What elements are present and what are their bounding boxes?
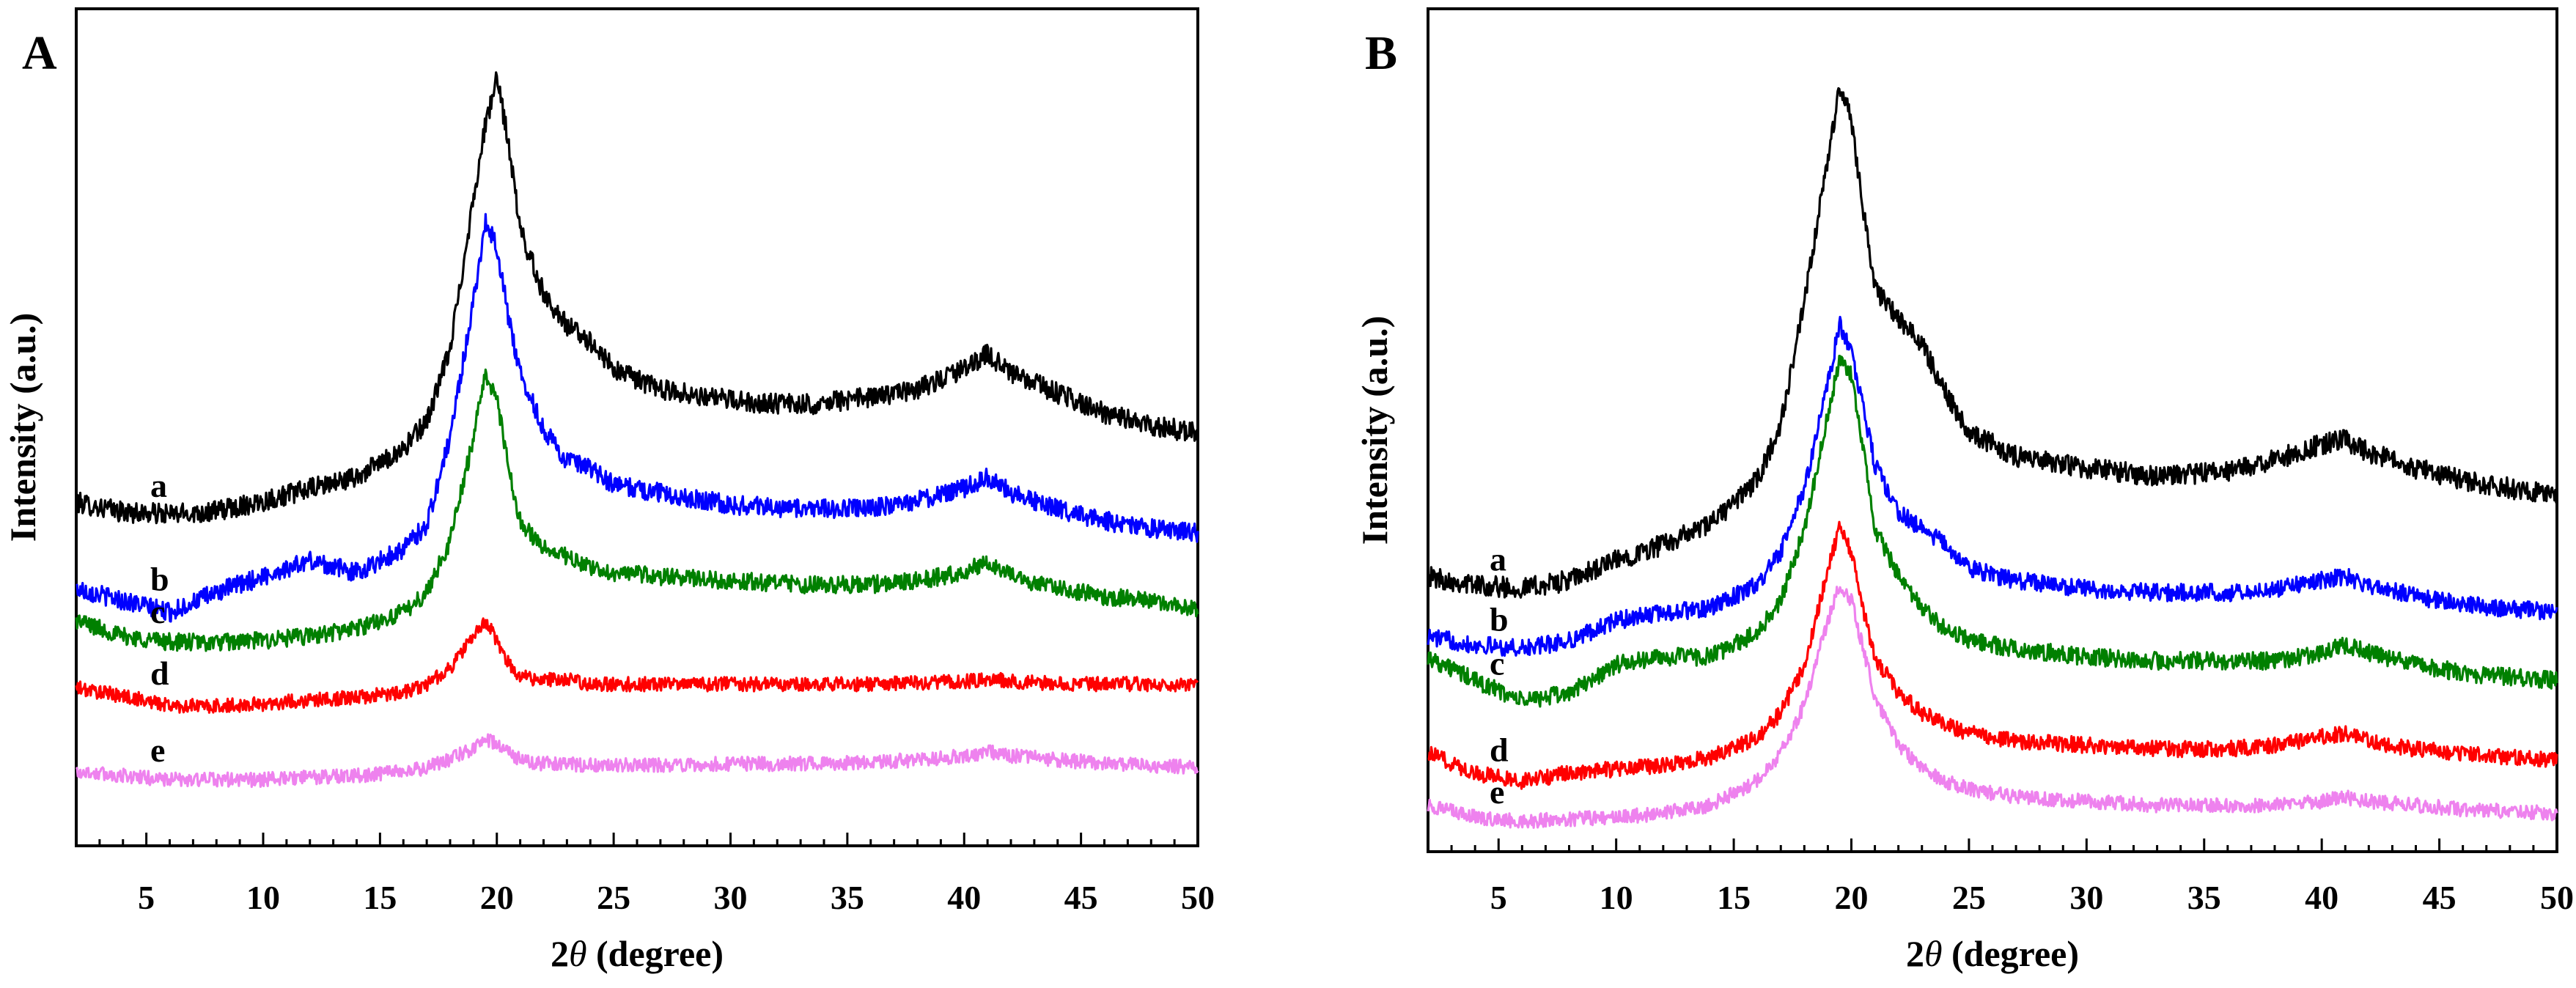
panel-b-trace-b xyxy=(1427,315,2558,657)
panel-a-x-axis-label: 2θ (degree) xyxy=(551,933,724,974)
panel-b-series-label-c: c xyxy=(1490,645,1504,682)
panel-a: A 5 10 15 20 25 30 35 40 45 50 a bcd e Intensity (a… xyxy=(2,7,1215,974)
panel-b-x-ticks xyxy=(1427,838,2558,852)
panel-b-x-tick-label: 20 xyxy=(1835,879,1869,916)
panel-b-series-labels: abc de xyxy=(1490,540,1509,811)
panel-a-x-tick-label: 50 xyxy=(1181,879,1215,916)
panel-a-series-label-b: b xyxy=(150,560,169,597)
panel-b-series-label-a: a xyxy=(1490,540,1506,578)
panel-b-series-label-b: b xyxy=(1490,600,1509,638)
panel-a-x-tick-label: 10 xyxy=(246,879,280,916)
panel-a-x-tick-label: 5 xyxy=(138,879,155,916)
panel-b-letter: B xyxy=(1365,26,1397,80)
panel-a-series-labels: a bcd e xyxy=(150,467,169,769)
panel-a-x-tick-label: 30 xyxy=(714,879,748,916)
panel-a-series-label-d: d xyxy=(150,655,169,692)
panel-b-x-tick-label: 5 xyxy=(1490,879,1507,916)
panel-b-trace-c xyxy=(1427,355,2558,708)
panel-b-x-tick-label: 35 xyxy=(2187,879,2221,916)
panel-a-x-tick-label: 35 xyxy=(831,879,864,916)
panel-a-series-label-a: a xyxy=(150,467,167,504)
panel-b-trace-d xyxy=(1427,520,2558,790)
panel-a-trace-b xyxy=(76,213,1199,623)
panel-b-series-label-d: d xyxy=(1490,731,1509,768)
panel-a-series-label-e: e xyxy=(150,731,165,769)
panel-b-y-axis-label: Intensity (a.u.) xyxy=(1354,316,1395,545)
panel-a-plot-frame xyxy=(75,7,1199,847)
panel-b-x-tick-labels: 5 10 15 20 25 30 35 40 45 50 xyxy=(1490,879,2574,916)
panel-a-x-ticks xyxy=(75,833,1199,846)
panel-a-trace-d xyxy=(75,617,1199,714)
panel-a-trace-e xyxy=(75,733,1199,789)
panel-b-x-tick-label: 45 xyxy=(2423,879,2457,916)
panel-b-series-label-e: e xyxy=(1490,773,1504,811)
panel-b-trace-e xyxy=(1427,586,2558,829)
panel-a-x-tick-label: 40 xyxy=(947,879,981,916)
panel-a-x-tick-labels: 5 10 15 20 25 30 35 40 45 50 xyxy=(138,879,1215,916)
panel-b-x-axis-label: 2θ (degree) xyxy=(1906,933,2079,974)
panel-b-x-tick-label: 25 xyxy=(1952,879,1986,916)
panel-b-plot-frame xyxy=(1427,7,2558,853)
panel-a-trace-c xyxy=(75,368,1199,652)
panel-b-x-tick-label: 10 xyxy=(1600,879,1633,916)
panel-a-x-tick-label: 25 xyxy=(597,879,630,916)
panel-a-trace-a xyxy=(75,71,1199,525)
panel-b-trace-a xyxy=(1427,86,2558,599)
panel-a-series-label-c: c xyxy=(150,593,165,630)
panel-a-x-tick-label: 45 xyxy=(1064,879,1098,916)
panel-a-y-axis-label: Intensity (a.u.) xyxy=(2,313,43,542)
panel-b-traces xyxy=(1427,86,2558,829)
panel-b: B 5 10 15 20 25 30 35 40 45 50 abc de Intensity (a… xyxy=(1354,7,2574,974)
panel-b-x-tick-label: 50 xyxy=(2540,879,2574,916)
panel-a-x-tick-label: 20 xyxy=(480,879,514,916)
panel-a-x-tick-label: 15 xyxy=(363,879,397,916)
panel-b-x-tick-label: 30 xyxy=(2069,879,2103,916)
panel-a-traces xyxy=(75,71,1199,789)
panel-b-x-tick-label: 40 xyxy=(2305,879,2338,916)
panel-b-x-tick-label: 15 xyxy=(1717,879,1751,916)
panel-a-letter: A xyxy=(22,26,57,80)
